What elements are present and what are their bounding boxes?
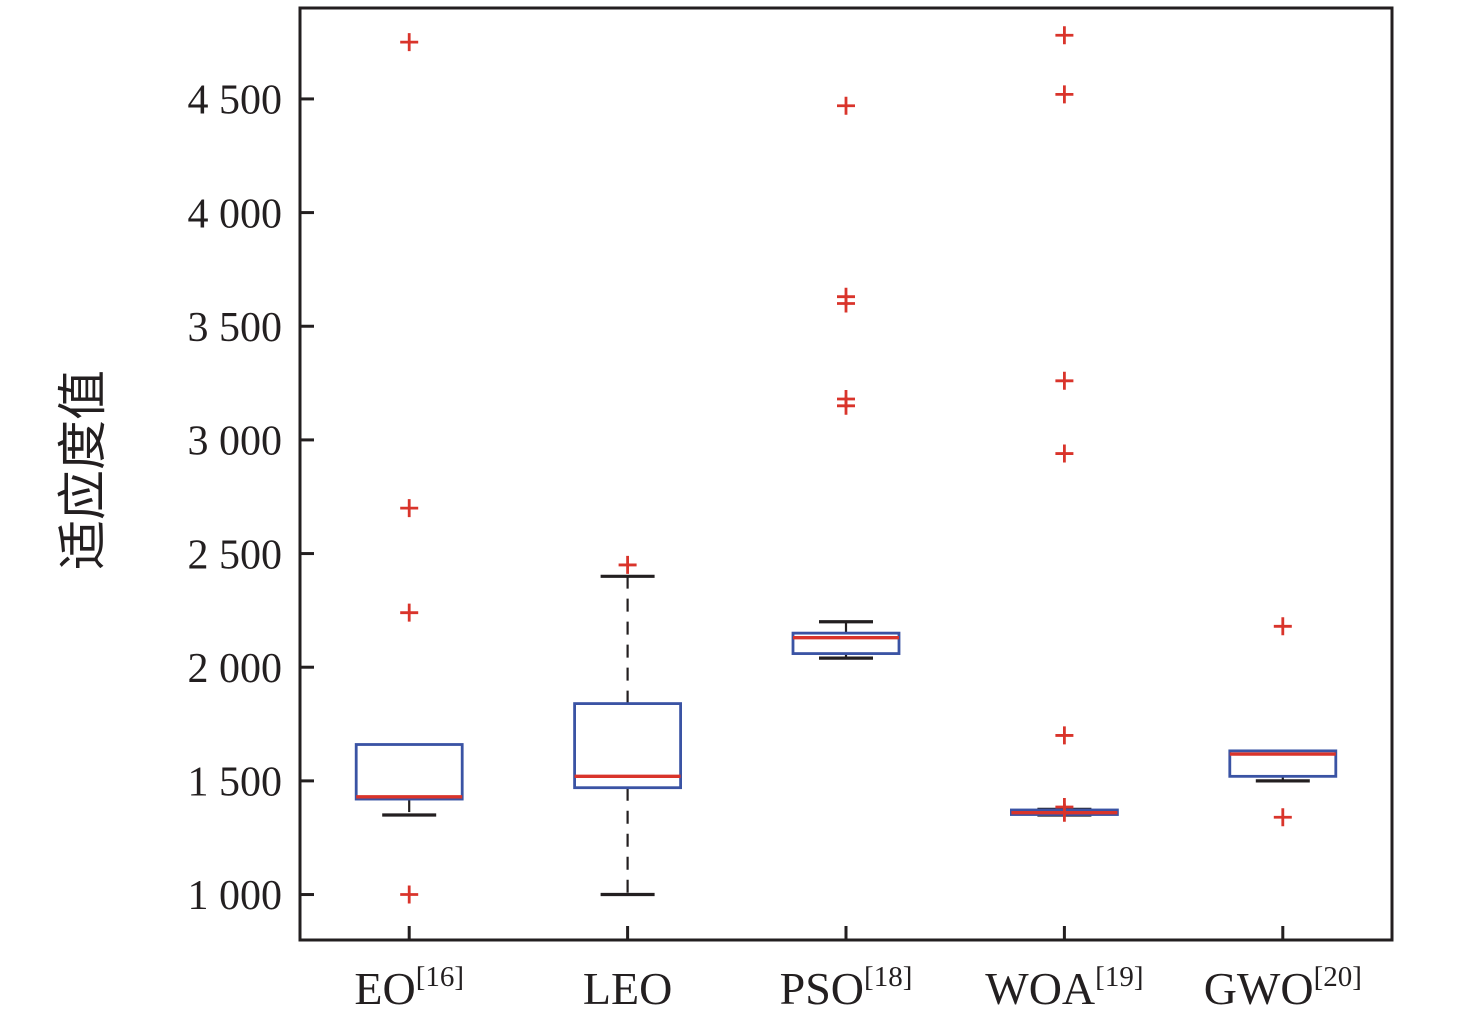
outlier-marker <box>1055 726 1074 745</box>
outlier-marker <box>1055 444 1074 463</box>
x-tick-label: PSO[18] <box>780 961 913 1014</box>
outlier-marker <box>400 885 419 904</box>
y-tick-label: 3 500 <box>188 305 283 351</box>
outlier-marker <box>837 287 855 306</box>
outlier-marker <box>837 96 855 115</box>
iqr-box <box>354 743 464 801</box>
y-tick-label: 4 000 <box>188 191 283 237</box>
box-group-GWO <box>1228 617 1338 827</box>
iqr-box <box>1228 749 1338 778</box>
outlier-marker <box>400 499 419 518</box>
outlier-marker <box>1055 26 1074 45</box>
y-tick-label: 1 000 <box>188 873 283 919</box>
box-group-WOA <box>1010 26 1119 822</box>
y-tick-label: 4 500 <box>188 78 283 124</box>
y-tick-label: 2 500 <box>188 532 283 578</box>
iqr-box <box>791 631 901 655</box>
y-tick-label: 2 000 <box>188 646 283 692</box>
box-group-LEO <box>573 555 682 897</box>
outlier-marker <box>837 389 855 408</box>
y-axis-title: 适应度值 <box>55 370 111 570</box>
x-tick-label: EO[16] <box>354 961 464 1014</box>
iqr-box <box>573 702 682 790</box>
outlier-marker <box>400 33 419 52</box>
x-tick-label: GWO[20] <box>1204 961 1362 1014</box>
box-group-PSO <box>791 96 901 660</box>
x-tick-label: WOA[19] <box>985 961 1143 1014</box>
x-axis: EO[16] LEO PSO[18] WOA[19] GWO[20] <box>354 926 1362 1014</box>
outlier-marker <box>1055 798 1074 817</box>
plot-frame <box>298 6 1394 942</box>
outlier-marker <box>1055 85 1074 104</box>
outlier-marker <box>1055 371 1074 390</box>
box-group-EO <box>354 33 464 904</box>
y-axis: 1 000 1 500 2 000 2 500 3 000 3 500 4 000 4 500… <box>55 78 314 919</box>
outlier-marker <box>1273 808 1292 827</box>
x-tick-label: LEO <box>583 963 672 1014</box>
outlier-marker <box>400 603 419 622</box>
y-tick-label: 1 500 <box>188 760 283 806</box>
outlier-marker <box>618 555 637 574</box>
outlier-marker <box>1273 617 1292 636</box>
y-tick-label: 3 000 <box>188 419 283 465</box>
